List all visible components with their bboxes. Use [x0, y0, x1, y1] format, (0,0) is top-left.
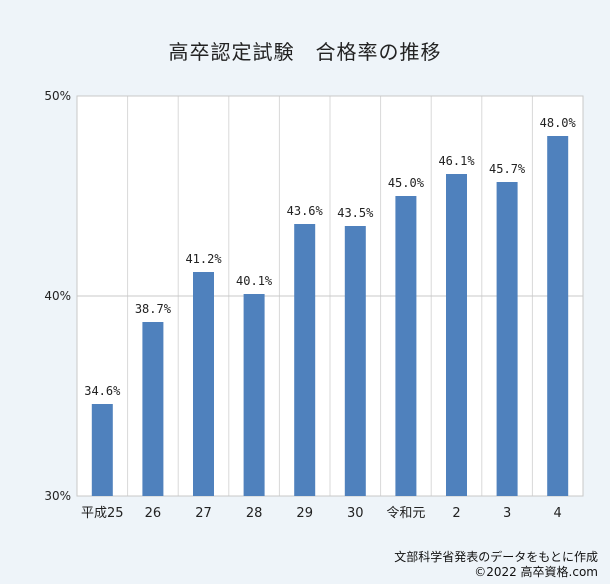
bar — [547, 136, 569, 496]
chart-title: 高卒認定試験 合格率の推移 — [168, 40, 442, 64]
source-text: 文部科学省発表のデータをもとに作成 — [394, 550, 598, 564]
data-label: 46.1% — [438, 154, 475, 168]
source-note: 文部科学省発表のデータをもとに作成 ©2022 高卒資格.com — [394, 550, 598, 580]
data-label: 43.6% — [287, 204, 324, 218]
x-tick-label: 26 — [145, 506, 162, 521]
data-label: 45.7% — [489, 162, 526, 176]
x-tick-label: 3 — [503, 506, 511, 521]
x-tick-label: 4 — [554, 506, 562, 521]
x-tick-label: 30 — [347, 506, 364, 521]
bar — [496, 182, 518, 496]
data-label: 40.1% — [236, 274, 273, 288]
bar — [193, 272, 214, 496]
copyright-text: ©2022 高卒資格.com — [474, 565, 598, 579]
y-tick-label: 40% — [44, 289, 71, 303]
bar — [446, 174, 467, 496]
data-label: 38.7% — [135, 302, 172, 316]
data-label: 43.5% — [337, 206, 374, 220]
y-tick-label: 30% — [44, 489, 71, 503]
bar — [344, 226, 366, 496]
data-label: 41.2% — [185, 252, 222, 266]
x-tick-label: 令和元 — [386, 506, 425, 521]
x-tick-label: 2 — [452, 506, 460, 521]
x-tick-label: 28 — [246, 506, 263, 521]
bar — [294, 224, 316, 496]
bar — [91, 404, 113, 496]
data-label: 45.0% — [388, 176, 425, 190]
x-tick-label: 27 — [195, 506, 212, 521]
bar — [142, 322, 164, 496]
data-label: 48.0% — [540, 116, 577, 130]
bar — [243, 294, 265, 496]
x-tick-label: 29 — [296, 506, 313, 521]
data-label: 34.6% — [84, 384, 121, 398]
bar — [395, 196, 417, 496]
y-tick-label: 50% — [44, 89, 71, 103]
x-tick-label: 平成25 — [81, 506, 124, 521]
